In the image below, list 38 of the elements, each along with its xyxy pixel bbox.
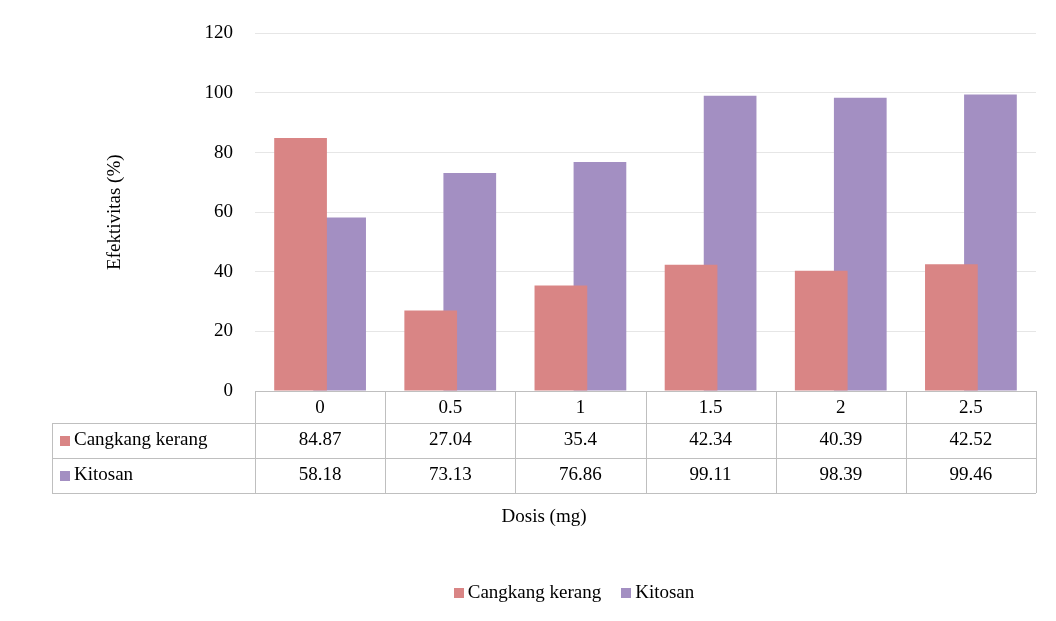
x-tick-label: 0.5 <box>438 396 463 418</box>
text: Cangkang kerang <box>467 580 602 602</box>
data-label: 84.87 <box>298 428 342 450</box>
data-label: 98.39 <box>819 463 863 485</box>
data-label: 99.46 <box>949 463 993 485</box>
data-label: 99.11 <box>689 463 732 485</box>
legend-label: Kitosan <box>635 580 695 602</box>
data-label: 27.04 <box>428 428 473 450</box>
bar <box>664 264 718 391</box>
data-label: 40.39 <box>819 428 863 450</box>
y-tick-label: 100 <box>204 80 233 102</box>
y-tick-label: 120 <box>204 21 233 43</box>
x-tick-label: 2 <box>836 396 846 418</box>
bar <box>274 138 327 391</box>
bar <box>925 264 978 391</box>
x-tick-label: 0 <box>315 396 325 418</box>
y-tick-label: 80 <box>214 140 233 162</box>
bar <box>443 173 497 391</box>
x-tick-label: 2.5 <box>959 396 983 418</box>
data-label: 42.52 <box>949 428 993 450</box>
data-label: 73.13 <box>428 463 472 485</box>
data-label: 42.34 <box>689 428 733 450</box>
legend-label: Cangkang kerang <box>74 428 208 450</box>
bar <box>534 285 588 391</box>
data-label: 76.86 <box>559 463 602 485</box>
x-axis-title: Dosis (mg) <box>501 504 587 527</box>
data-label: 35.4 <box>563 428 598 450</box>
y-tick-label: 0 <box>223 378 233 400</box>
y-axis-title: Efektivitas (%) <box>103 154 126 270</box>
bar <box>404 310 458 391</box>
x-tick-label: 1.5 <box>698 396 723 418</box>
y-tick-label: 40 <box>214 259 233 281</box>
bar <box>794 270 848 391</box>
y-tick-label: 60 <box>214 200 233 222</box>
x-tick-label: 1 <box>575 396 586 418</box>
y-tick-label: 20 <box>214 319 233 341</box>
data-label: 58.18 <box>298 463 342 485</box>
text: Kitosan <box>74 463 134 485</box>
